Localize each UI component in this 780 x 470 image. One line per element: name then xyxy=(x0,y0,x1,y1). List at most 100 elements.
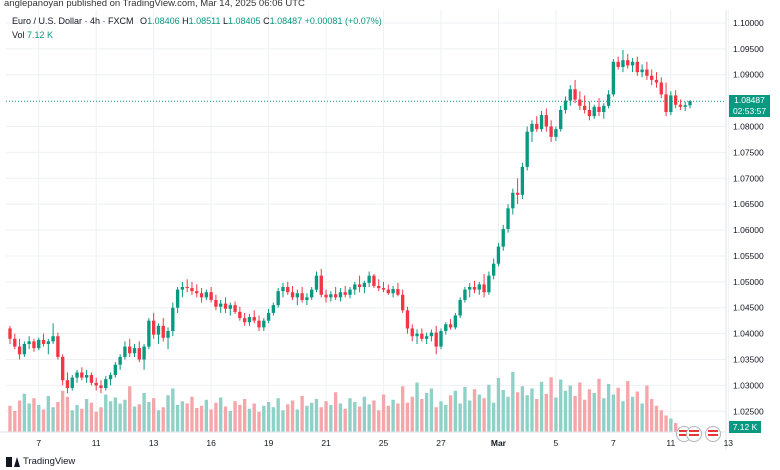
candle xyxy=(582,95,587,114)
volume-bar xyxy=(56,402,60,432)
candle xyxy=(429,329,434,342)
candle-body xyxy=(199,293,204,298)
candle-body xyxy=(147,320,151,347)
price-chart[interactable]: 1.10000 1.09500 1.09000 1.08000 1.07500 1.070… xyxy=(0,10,780,450)
candle-body xyxy=(84,375,89,378)
volume-bar xyxy=(228,411,232,432)
volume-bar xyxy=(491,402,496,432)
volume-bar xyxy=(458,403,462,432)
volume-bar xyxy=(578,382,582,432)
candle xyxy=(525,126,529,171)
candle xyxy=(147,318,151,350)
candle-body xyxy=(46,341,50,344)
volume-bar xyxy=(669,418,673,432)
candle xyxy=(281,282,285,298)
volume-bar xyxy=(453,390,458,432)
price-axis-label: 1.05000 xyxy=(733,277,764,287)
volume-bar xyxy=(645,385,649,432)
candle xyxy=(348,287,352,299)
candle-body xyxy=(209,292,213,300)
us-flag-icon[interactable] xyxy=(705,426,721,442)
volume-bar xyxy=(554,397,558,432)
candle-body xyxy=(472,287,477,290)
volume-bar xyxy=(108,401,113,432)
volume-bar xyxy=(190,396,194,432)
volume-bar xyxy=(343,408,347,432)
candle xyxy=(171,302,175,337)
candle-body xyxy=(640,69,644,73)
candle xyxy=(343,285,347,298)
candle-body xyxy=(491,263,496,276)
volume-bar xyxy=(396,403,400,432)
candle-body xyxy=(353,284,357,290)
candle-body xyxy=(37,339,41,349)
volume-bar xyxy=(324,401,328,432)
volume-bar xyxy=(300,396,304,432)
candle xyxy=(166,327,170,350)
tradingview-logo[interactable]: TradingView xyxy=(6,456,75,467)
volume-bar xyxy=(353,402,357,432)
candle xyxy=(535,116,539,132)
candle-body xyxy=(89,375,94,383)
volume-bar xyxy=(559,379,563,432)
candle xyxy=(61,354,65,386)
candle xyxy=(664,82,668,117)
volume-bar xyxy=(70,410,74,432)
candle xyxy=(80,367,84,381)
symbol-title: Euro / U.S. Dollar · 4h · FXCM xyxy=(12,16,134,26)
candle-body xyxy=(654,79,659,83)
us-flag-icon[interactable] xyxy=(686,426,702,442)
candle-body xyxy=(673,95,678,105)
candle xyxy=(578,91,582,110)
volume-bar xyxy=(51,407,55,432)
volume-bar xyxy=(17,400,22,432)
volume-bar xyxy=(99,407,103,432)
volume-legend[interactable]: Vol 7.12 K xyxy=(12,30,53,40)
volume-bar xyxy=(147,402,151,432)
volume-bar xyxy=(535,399,539,432)
chart-pane[interactable]: 1.10000 1.09500 1.09000 1.08000 1.07500 1.070… xyxy=(0,10,780,450)
candle-body xyxy=(271,305,276,313)
candle-body xyxy=(180,287,185,290)
candle xyxy=(654,72,659,88)
candle xyxy=(262,318,266,332)
candle xyxy=(626,54,630,69)
volume-bar xyxy=(525,395,529,432)
volume-bar xyxy=(511,372,515,432)
volume-bar xyxy=(468,400,472,432)
volume-bar xyxy=(75,405,79,432)
candle-body xyxy=(568,89,572,101)
volume-bar xyxy=(27,403,31,432)
open-value: 1.08406 xyxy=(147,16,180,26)
candle-body xyxy=(439,331,443,347)
volume-bar xyxy=(391,399,395,432)
volume-bar xyxy=(257,411,261,432)
candle-body xyxy=(420,333,424,339)
candle-body xyxy=(424,336,429,339)
candle xyxy=(123,341,127,360)
candle-body xyxy=(65,380,70,388)
candle-body xyxy=(626,60,630,66)
candle-body xyxy=(343,292,347,295)
candle-body xyxy=(94,382,98,386)
volume-bar xyxy=(128,386,132,432)
candle xyxy=(310,287,314,300)
candle-body xyxy=(113,364,118,376)
candle xyxy=(199,288,204,303)
candle xyxy=(511,188,515,215)
candle xyxy=(333,287,338,300)
candle xyxy=(487,271,491,295)
volume-bars xyxy=(8,372,678,432)
candle xyxy=(75,369,79,383)
symbol-legend[interactable]: Euro / U.S. Dollar · 4h · FXCM O1.08406 … xyxy=(12,16,382,26)
volume-bar xyxy=(185,403,189,432)
candle-body xyxy=(573,89,577,100)
candle-body xyxy=(70,377,74,388)
candle xyxy=(645,61,649,80)
volume-bar xyxy=(137,404,141,432)
volume-value: 7.12 K xyxy=(27,30,54,40)
candle-body xyxy=(305,297,309,300)
volume-bar xyxy=(673,423,678,432)
candle-body xyxy=(295,293,299,298)
time-axis-label: 5 xyxy=(554,438,559,448)
